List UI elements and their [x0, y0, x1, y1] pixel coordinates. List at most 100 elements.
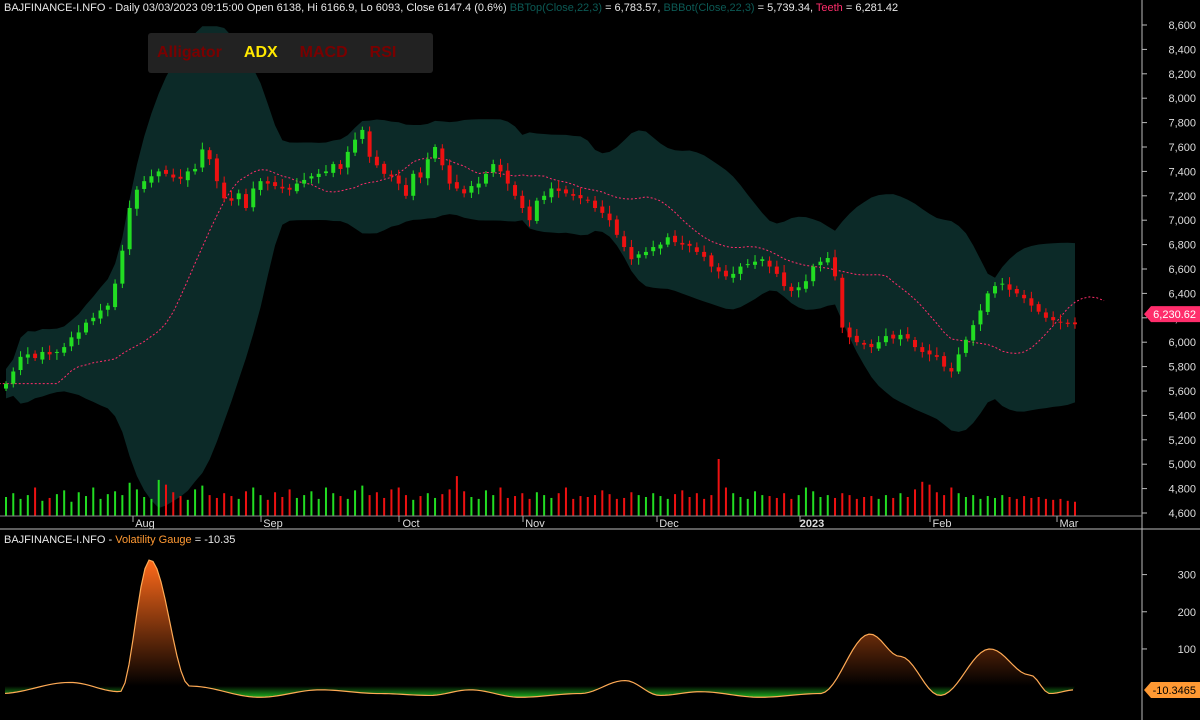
volume-bar — [557, 493, 560, 516]
candle-body — [47, 351, 52, 355]
candle-body — [1043, 312, 1048, 318]
volume-bar — [710, 495, 713, 516]
candle-body — [956, 354, 961, 372]
candle-body — [433, 147, 438, 159]
candle-body — [302, 179, 307, 184]
candle-body — [498, 164, 503, 172]
volume-bar — [1008, 497, 1011, 516]
price-candles — [4, 126, 1077, 391]
price-tick-label: 7,200 — [1168, 191, 1196, 203]
candle-body — [607, 213, 612, 221]
volume-bar — [92, 487, 95, 516]
candle-body — [98, 310, 103, 319]
candle-body — [614, 219, 619, 235]
tab-rsi[interactable]: RSI — [369, 44, 397, 61]
volume-bar — [659, 496, 662, 516]
volume-bar — [164, 484, 167, 516]
candle-body — [1022, 294, 1027, 299]
price-tick-label: 5,400 — [1168, 410, 1196, 422]
candle-body — [33, 353, 38, 359]
candle-body — [425, 159, 430, 179]
volume-bar — [732, 493, 735, 516]
candle-body — [920, 347, 925, 352]
candle-body — [411, 173, 416, 196]
current-price-label: 6,230.62 — [1153, 309, 1196, 321]
gauge-positive-fill — [5, 560, 1075, 687]
candle-body — [505, 170, 510, 184]
volume-bar — [41, 500, 44, 516]
volume-bar — [477, 498, 480, 516]
tab-macd[interactable]: MACD — [299, 44, 348, 61]
volume-bar — [630, 492, 633, 516]
candle-body — [76, 332, 81, 339]
volume-bar — [259, 495, 262, 516]
candle-body — [163, 169, 168, 174]
candle-body — [171, 174, 176, 178]
candle-body — [556, 188, 561, 191]
volume-bar — [281, 497, 284, 516]
volume-bar — [783, 493, 786, 516]
candle-body — [83, 322, 88, 333]
candle-body — [222, 182, 227, 199]
volume-bar — [135, 489, 138, 516]
candle-body — [869, 343, 874, 348]
candle-body — [251, 188, 256, 208]
candle-body — [447, 165, 452, 184]
volume-bar — [986, 496, 989, 516]
volume-bar — [724, 487, 727, 516]
volume-bar — [695, 493, 698, 516]
teeth-value: = 6,281.42 — [842, 2, 899, 14]
price-tick-label: 6,800 — [1168, 240, 1196, 252]
volume-bar — [877, 498, 880, 516]
volume-bar — [812, 491, 815, 516]
price-tick-label: 7,400 — [1168, 166, 1196, 178]
candle-body — [811, 266, 816, 282]
candle-body — [396, 175, 401, 184]
volume-bar — [1037, 497, 1040, 516]
time-tick-label: Aug — [135, 518, 155, 530]
candle-body — [883, 336, 888, 343]
symbol-label: BAJFINANCE-I.NFO — [4, 2, 106, 14]
candle-body — [789, 286, 794, 291]
candle-body — [265, 181, 270, 184]
volume-bar — [914, 489, 917, 516]
volume-bar — [797, 495, 800, 516]
time-tick-label: 2023 — [800, 518, 824, 530]
current-gauge-label: -10.3465 — [1153, 685, 1196, 697]
candle-body — [534, 200, 539, 221]
volume-bar — [84, 496, 87, 516]
tab-adx[interactable]: ADX — [243, 44, 278, 61]
volume-bar — [804, 487, 807, 516]
candle-body — [971, 325, 976, 341]
candle-body — [963, 339, 968, 353]
candle-body — [680, 242, 685, 245]
volume-bar — [1001, 495, 1004, 516]
candle-body — [891, 334, 896, 339]
volume-bar — [237, 498, 240, 516]
candle-body — [367, 131, 372, 157]
candle-body — [142, 181, 147, 189]
volume-bar — [739, 497, 742, 516]
volume-bar — [346, 498, 349, 516]
volume-bar — [55, 494, 58, 516]
candle-body — [156, 171, 161, 177]
tab-alligator[interactable]: Alligator — [157, 44, 222, 61]
candle-body — [127, 208, 132, 250]
candle-body — [927, 350, 932, 355]
candle-body — [753, 261, 758, 265]
candle-body — [629, 247, 634, 260]
candle-body — [585, 199, 590, 201]
volume-bar — [470, 497, 473, 516]
candle-body — [273, 182, 278, 187]
candle-body — [520, 195, 525, 208]
volume-bar — [935, 492, 938, 516]
volume-bar — [397, 487, 400, 516]
price-tick-label: 5,600 — [1168, 386, 1196, 398]
price-tick-label: 4,800 — [1168, 484, 1196, 496]
volume-bar — [484, 490, 487, 516]
volume-bar — [564, 487, 567, 516]
candle-body — [11, 371, 16, 384]
candle-body — [91, 317, 96, 322]
volume-bar — [252, 487, 255, 516]
